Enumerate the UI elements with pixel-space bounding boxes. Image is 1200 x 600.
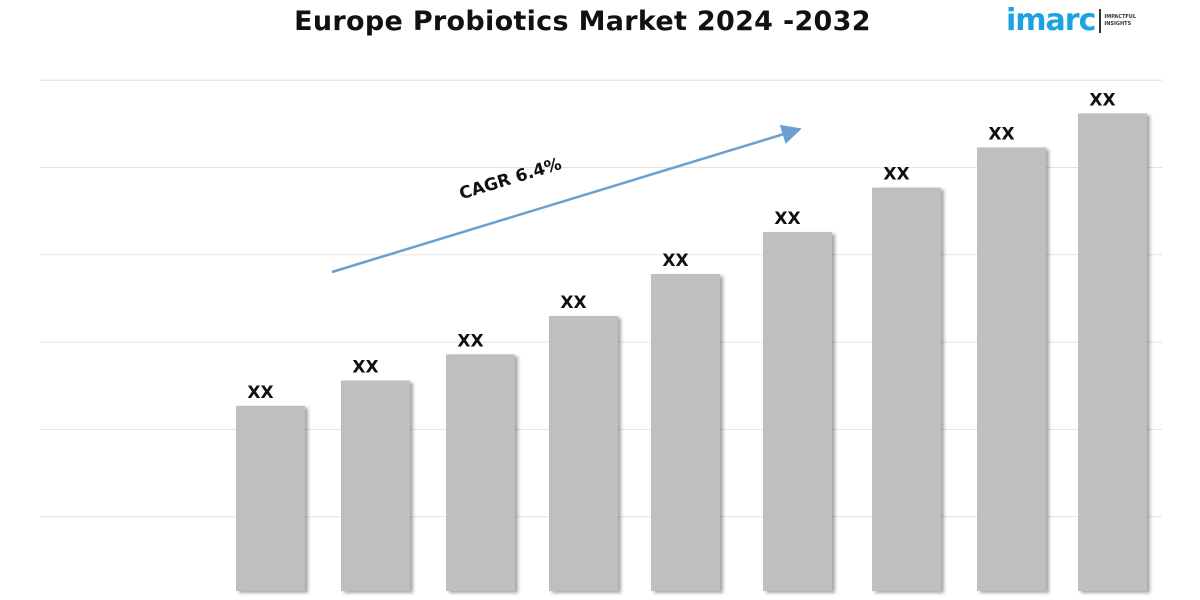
logo-wordmark: imarc bbox=[1006, 3, 1096, 38]
bar bbox=[549, 315, 618, 591]
logo-tagline: IMPACTFUL INSIGHTS bbox=[1104, 14, 1137, 27]
bar bbox=[763, 232, 832, 592]
bar bbox=[446, 354, 515, 591]
bar bbox=[651, 274, 720, 591]
data-label: XX bbox=[662, 251, 688, 271]
cagr-label: CAGR 6.4% bbox=[457, 154, 564, 204]
bar bbox=[341, 380, 410, 591]
data-label: XX bbox=[560, 293, 586, 313]
data-label: XX bbox=[988, 124, 1014, 144]
imarc-logo: imarc IMPACTFUL INSIGHTS bbox=[1006, 6, 1136, 36]
bar bbox=[872, 187, 941, 592]
bar bbox=[977, 147, 1046, 591]
data-label: XX bbox=[352, 358, 378, 378]
data-label: XX bbox=[1089, 90, 1115, 110]
data-label: XX bbox=[883, 165, 909, 185]
bar bbox=[1078, 113, 1147, 592]
data-label: XX bbox=[457, 331, 483, 351]
data-label: XX bbox=[247, 383, 273, 403]
chart-title: Europe Probiotics Market 2024 -2032 bbox=[294, 6, 871, 37]
logo-divider bbox=[1099, 9, 1102, 33]
data-label: XX bbox=[774, 209, 800, 229]
cagr-arrow bbox=[331, 124, 802, 274]
bar bbox=[236, 405, 305, 591]
